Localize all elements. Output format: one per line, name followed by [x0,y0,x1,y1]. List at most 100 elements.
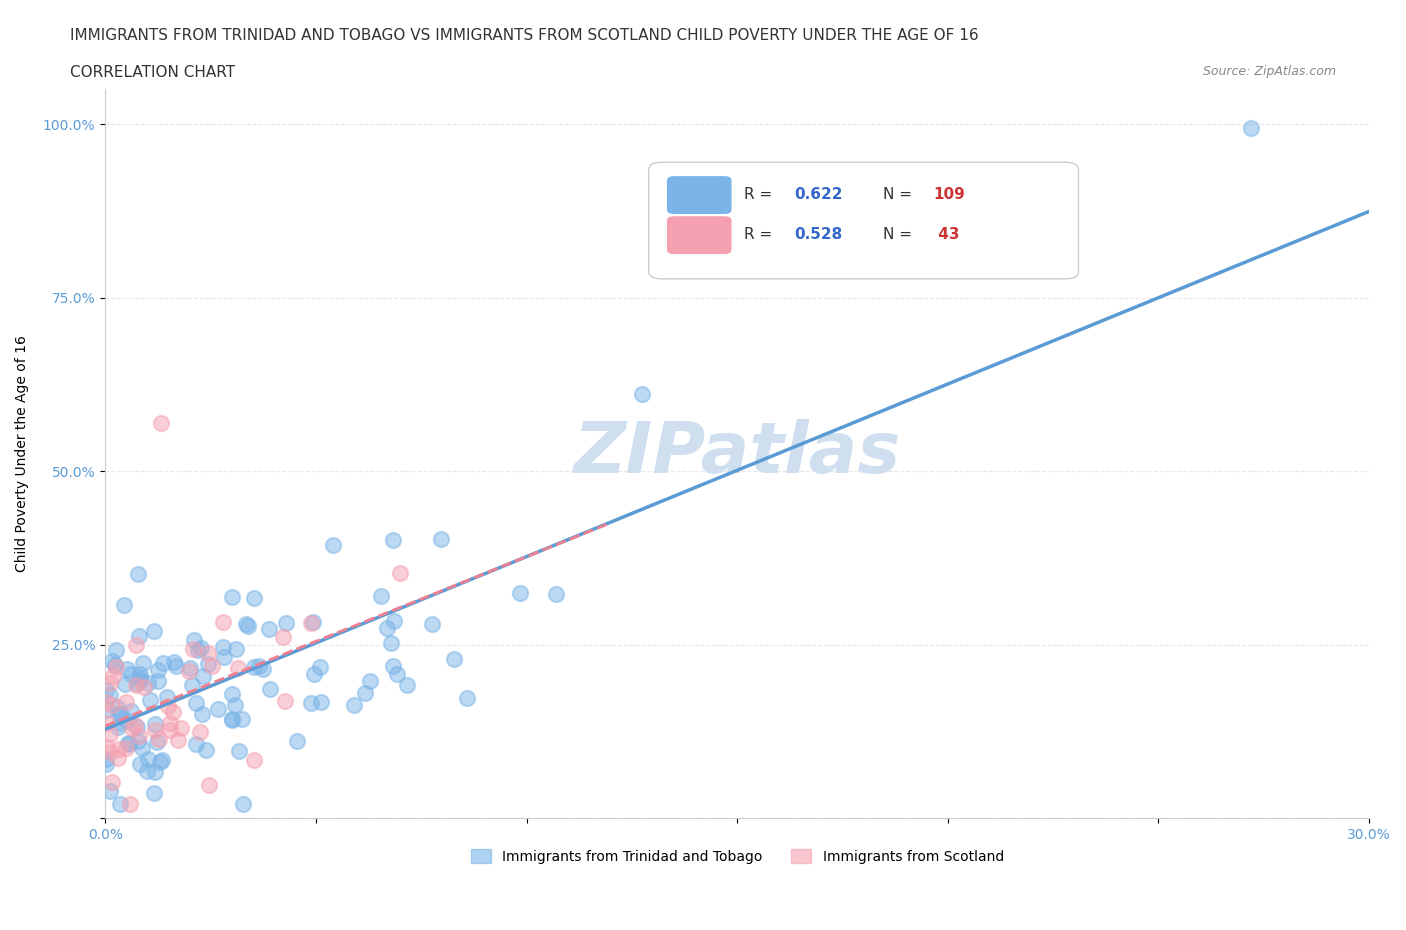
Point [187,642,209,657]
Point [129,671,152,685]
Point [128,729,150,744]
Point [128,667,150,682]
Point [148,754,170,769]
Point [101,654,124,669]
Point [162,705,184,720]
Point [124,718,146,733]
Point [273,694,295,709]
Point [165,658,187,673]
Point [257,621,280,636]
Point [194,742,217,757]
Point [105,643,128,658]
Point [96,751,118,766]
Point [226,660,249,675]
Text: ZIPatlas: ZIPatlas [574,419,901,488]
Point [94,683,117,698]
Point [149,415,172,430]
Point [159,716,181,731]
Point [98,688,121,703]
Point [212,640,235,655]
Point [201,658,224,673]
Point [1240,120,1263,135]
Point [546,587,568,602]
Point [127,566,149,581]
Point [114,677,136,692]
Point [135,764,157,778]
Point [150,753,173,768]
Text: R =: R = [744,187,776,202]
Point [225,641,247,656]
FancyBboxPatch shape [668,177,731,213]
Point [125,678,148,693]
Point [221,590,243,604]
Point [197,645,219,660]
Point [159,723,181,737]
Point [430,532,453,547]
Point [104,658,127,672]
Point [131,740,153,755]
Point [110,706,132,721]
Point [142,624,165,639]
Text: N =: N = [883,187,917,202]
Point [107,720,129,735]
Point [221,711,243,726]
Legend: Immigrants from Trinidad and Tobago, Immigrants from Scotland: Immigrants from Trinidad and Tobago, Imm… [465,844,1010,870]
Point [100,698,122,712]
Point [127,720,149,735]
Point [94,756,117,771]
Point [169,721,191,736]
Point [118,797,141,812]
Point [129,756,152,771]
Text: IMMIGRANTS FROM TRINIDAD AND TOBAGO VS IMMIGRANTS FROM SCOTLAND CHILD POVERTY UN: IMMIGRANTS FROM TRINIDAD AND TOBAGO VS I… [70,28,979,43]
Text: 0.528: 0.528 [794,227,842,242]
Point [247,658,270,673]
Point [299,696,322,711]
Text: N =: N = [883,227,917,242]
Y-axis label: Child Poverty Under the Age of 16: Child Poverty Under the Age of 16 [15,336,30,572]
Point [385,666,408,681]
Point [143,764,166,779]
Point [190,641,212,656]
Point [243,591,266,605]
Point [181,678,204,693]
Text: R =: R = [744,227,776,242]
Point [120,704,142,719]
Point [302,667,325,682]
Point [343,698,366,712]
Point [381,658,404,673]
Point [380,635,402,650]
Point [115,740,138,755]
Point [181,642,204,657]
Point [136,751,159,766]
Point [146,663,169,678]
Point [98,726,121,741]
Point [107,751,129,766]
Point [143,785,166,800]
Point [238,618,260,633]
Point [101,669,124,684]
Point [108,741,131,756]
Point [100,784,122,799]
Point [235,617,257,631]
Text: CORRELATION CHART: CORRELATION CHART [70,65,235,80]
Point [96,716,118,731]
Point [96,703,118,718]
Point [146,735,169,750]
Point [110,797,132,812]
FancyBboxPatch shape [648,162,1078,279]
Point [243,753,266,768]
Point [309,695,332,710]
Text: 43: 43 [934,227,959,242]
Point [276,616,298,631]
Point [117,713,139,728]
Point [509,585,531,600]
Point [117,736,139,751]
Point [285,733,308,748]
Point [132,679,155,694]
Text: Source: ZipAtlas.com: Source: ZipAtlas.com [1202,65,1336,78]
Point [302,615,325,630]
Point [118,737,141,751]
Point [105,659,128,674]
Point [353,685,375,700]
Point [198,778,221,793]
